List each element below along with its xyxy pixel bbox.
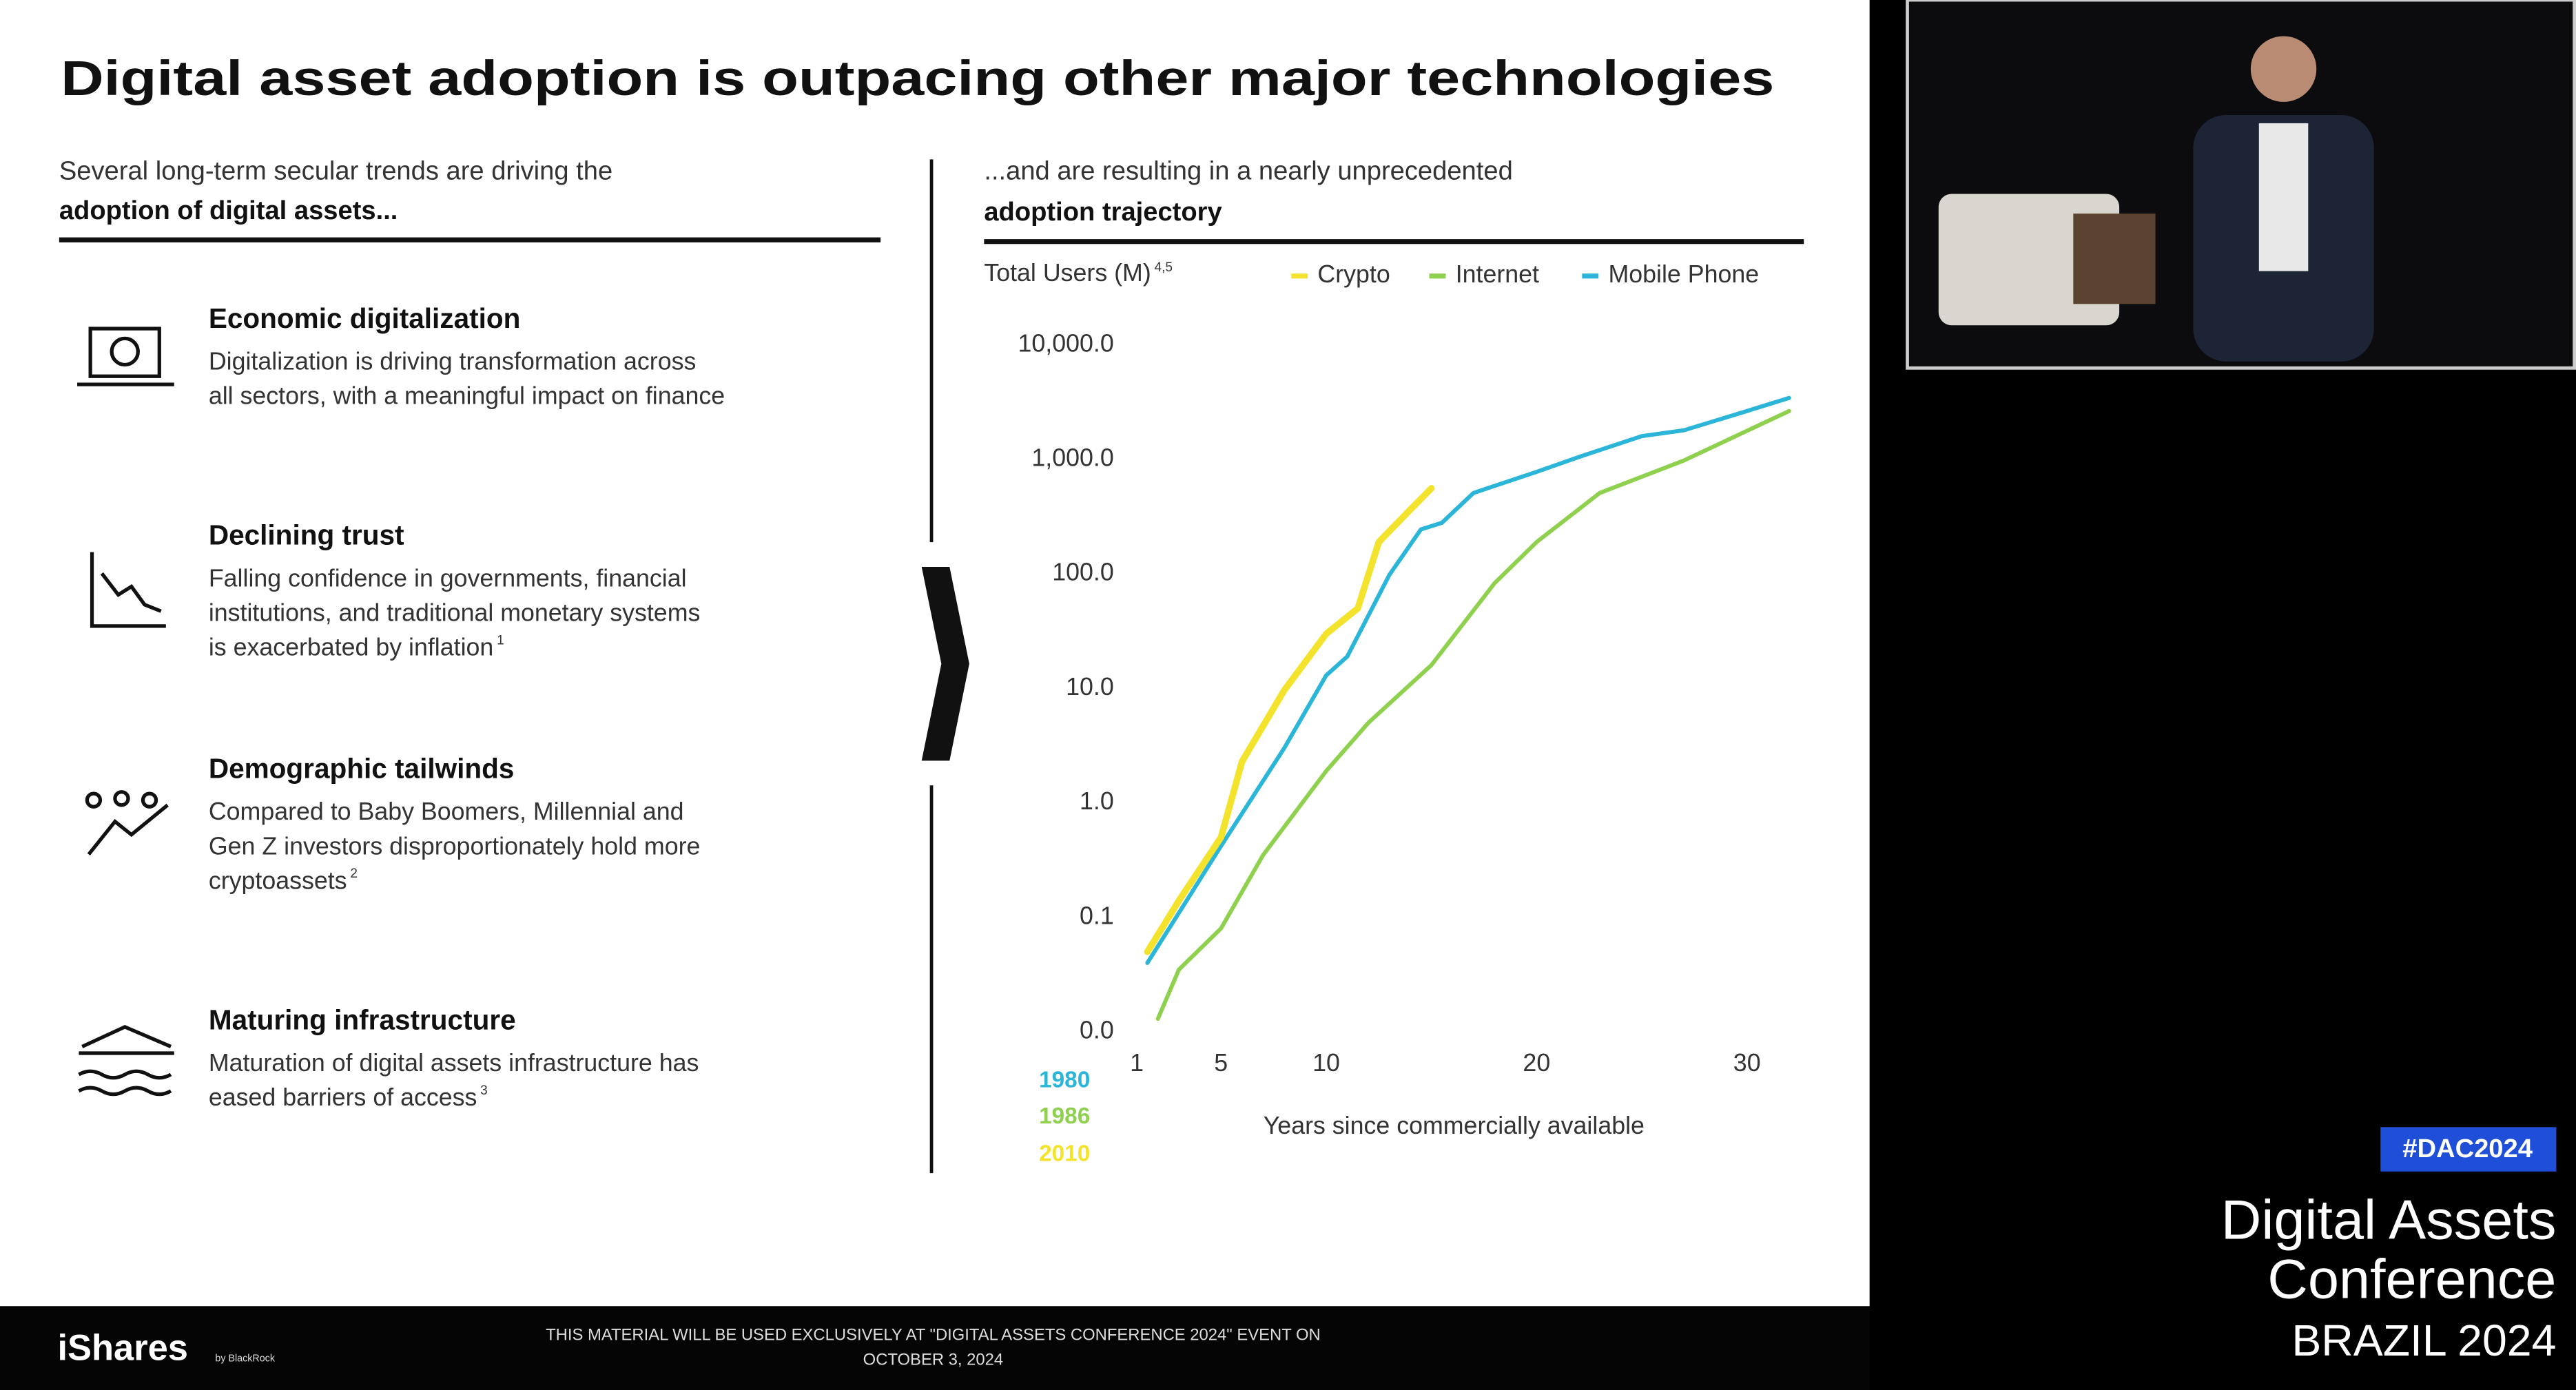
chevron (921, 566, 969, 761)
event-name: Digital Assets (2221, 1189, 2557, 1251)
series-line (1144, 485, 1435, 955)
y-tick-label: 100.0 (1052, 559, 1114, 586)
item-title: Maturing infrastructure (209, 1004, 516, 1035)
x-axis-label: Years since commercially available (1264, 1112, 1645, 1139)
y-tick-label: 1,000.0 (1031, 444, 1113, 472)
left-heading-bold: adoption of digital assets... (59, 196, 398, 225)
legend-label: Internet (1456, 260, 1539, 288)
slide (0, 0, 1870, 1307)
y-tick-label: 10.0 (1066, 673, 1114, 701)
icon-person (113, 790, 130, 807)
icon-chart-down (100, 572, 162, 613)
y-tick-label: 0.0 (1080, 1016, 1114, 1044)
series-line (1155, 408, 1791, 1021)
trend-list: Economic digitalization Digitalization is… (209, 302, 725, 1111)
footnote-marker: 2 (350, 867, 358, 881)
item-text: Digitalization is driving transformation… (209, 348, 697, 375)
disclaimer: OCTOBER 3, 2024 (863, 1350, 1003, 1369)
icons (77, 326, 174, 1097)
item-title: Demographic tailwinds (209, 752, 515, 784)
icon-person (85, 791, 103, 809)
x-tick-label: 30 (1733, 1049, 1761, 1077)
right-heading: ...and are resulting in a nearly unprece… (984, 156, 1512, 186)
series-line (1145, 395, 1791, 965)
item-text: eased barriers of access (209, 1083, 477, 1111)
hashtag: #DAC2024 (2402, 1134, 2533, 1163)
item-text: cryptoassets (209, 867, 347, 894)
x-tick-label: 1 (1130, 1049, 1144, 1077)
item-text: all sectors, with a meaningful impact on… (209, 382, 725, 410)
footnote-marker: 4,5 (1155, 260, 1173, 275)
start-year-label: 1980 (1039, 1067, 1090, 1092)
start-year-label: 1986 (1039, 1103, 1090, 1129)
event-name: Conference (2267, 1248, 2556, 1310)
item-text: is exacerbated by inflation (209, 634, 493, 661)
item-text: Compared to Baby Boomers, Millennial and (209, 798, 684, 825)
x-tick-label: 10 (1312, 1049, 1340, 1077)
icon-bridge (81, 1024, 172, 1048)
speaker-video (1906, 0, 2576, 370)
legend-label: Mobile Phone (1608, 260, 1759, 288)
icon-laptop (88, 326, 161, 378)
slide-footer (0, 1306, 1870, 1390)
item-title: Declining trust (209, 519, 404, 551)
footnote-marker: 1 (497, 633, 504, 647)
slide-title: Digital asset adoption is outpacing othe… (61, 51, 1774, 106)
speaker-head (2250, 36, 2317, 102)
right-heading-bold: adoption trajectory (984, 197, 1222, 227)
chart: Total Users (M) 4,5 Years since commerci… (984, 259, 1791, 1167)
start-year-label: 2010 (1039, 1141, 1090, 1167)
left-heading: Several long-term secular trends are dri… (59, 156, 612, 186)
icon-chart-axis (90, 552, 166, 628)
speaker-shirt (2258, 123, 2309, 271)
event-edition: BRAZIL 2024 (2291, 1316, 2556, 1365)
brand: iShares (57, 1329, 188, 1369)
icon-trend-up (87, 803, 169, 856)
chair-arm (2073, 214, 2156, 304)
item-text: Maturation of digital assets infrastruct… (209, 1049, 699, 1077)
x-tick-label: 5 (1214, 1049, 1228, 1077)
hashtag-badge (2380, 1127, 2557, 1172)
icon-globe (110, 336, 140, 367)
legend-label: Crypto (1317, 260, 1390, 288)
item-text: Gen Z investors disproportionately hold … (209, 832, 701, 860)
y-tick-label: 1.0 (1080, 787, 1114, 815)
footnote-marker: 3 (480, 1083, 488, 1098)
item-text: institutions, and traditional monetary s… (209, 599, 701, 627)
item-text: Falling confidence in governments, finan… (209, 564, 687, 592)
y-axis-label: Total Users (M) (984, 259, 1151, 287)
item-title: Economic digitalization (209, 302, 521, 334)
x-tick-label: 20 (1523, 1049, 1550, 1077)
y-tick-label: 0.1 (1080, 902, 1114, 929)
brand-sub: by BlackRock (215, 1353, 275, 1364)
disclaimer: THIS MATERIAL WILL BE USED EXCLUSIVELY A… (546, 1326, 1321, 1345)
icon-person (141, 791, 158, 809)
icon-water (78, 1069, 172, 1097)
y-tick-label: 10,000.0 (1018, 329, 1114, 357)
